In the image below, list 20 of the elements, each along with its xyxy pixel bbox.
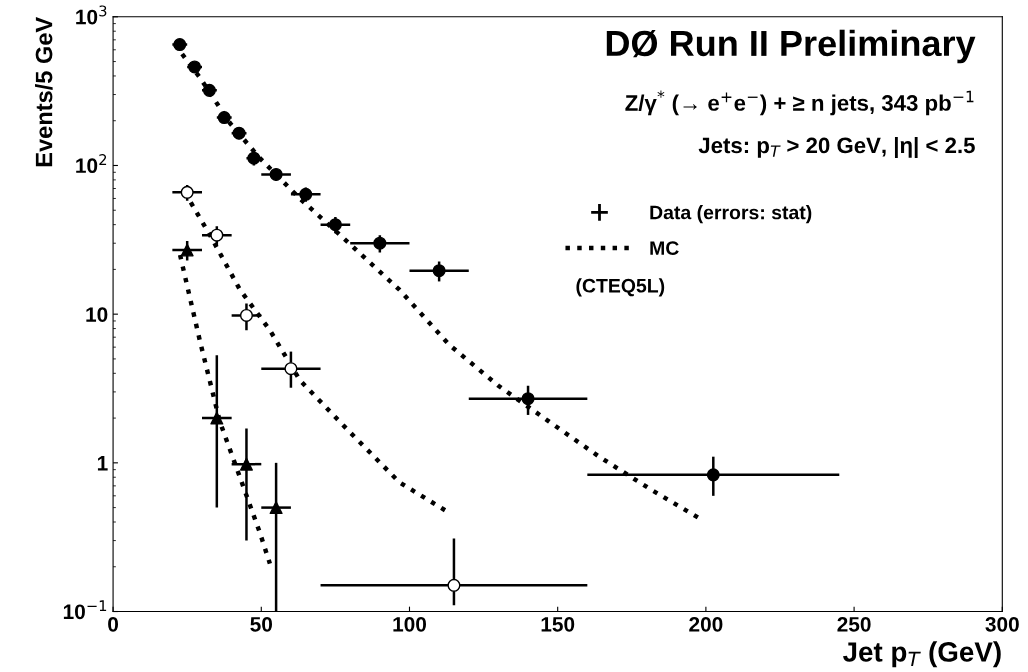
legend-label: Data (errors: stat) [650,205,812,224]
y-tick-label: 10$^{3}$ [76,5,107,25]
x-tick-label: 50 [250,616,273,632]
y-tick-label: 10$^{−1}$ [63,600,107,620]
x-tick-label: 0 [108,616,119,632]
y-tick-label: 1 [97,456,108,471]
y-tick-label: 10 [86,307,108,322]
annotation: Z/γ$^{*}$ (→ e$^{+}$e$^{−}$) + ≥ n jets, 343 pb$^{−1}$ [625,90,974,116]
x-tick-label: 300 [985,616,1019,632]
legend-label: MC [650,241,679,255]
y-tick-label: 10$^{2}$ [76,154,107,174]
x-tick-label: 250 [837,616,871,632]
x-axis-title: Jet p$_{T}$ (GeV) [843,641,1001,668]
x-tick-label: 150 [541,616,575,632]
annotation: DØ Run II Preliminary [606,29,976,64]
x-tick-label: 200 [689,616,723,632]
annotation: Jets: p$_{T}$ > 20 GeV, |η| < 2.5 [698,136,975,159]
y-axis-title: Events/5 GeV [35,16,53,167]
x-tick-label: 100 [393,616,427,632]
annotation: (CTEQ5L) [576,278,665,297]
